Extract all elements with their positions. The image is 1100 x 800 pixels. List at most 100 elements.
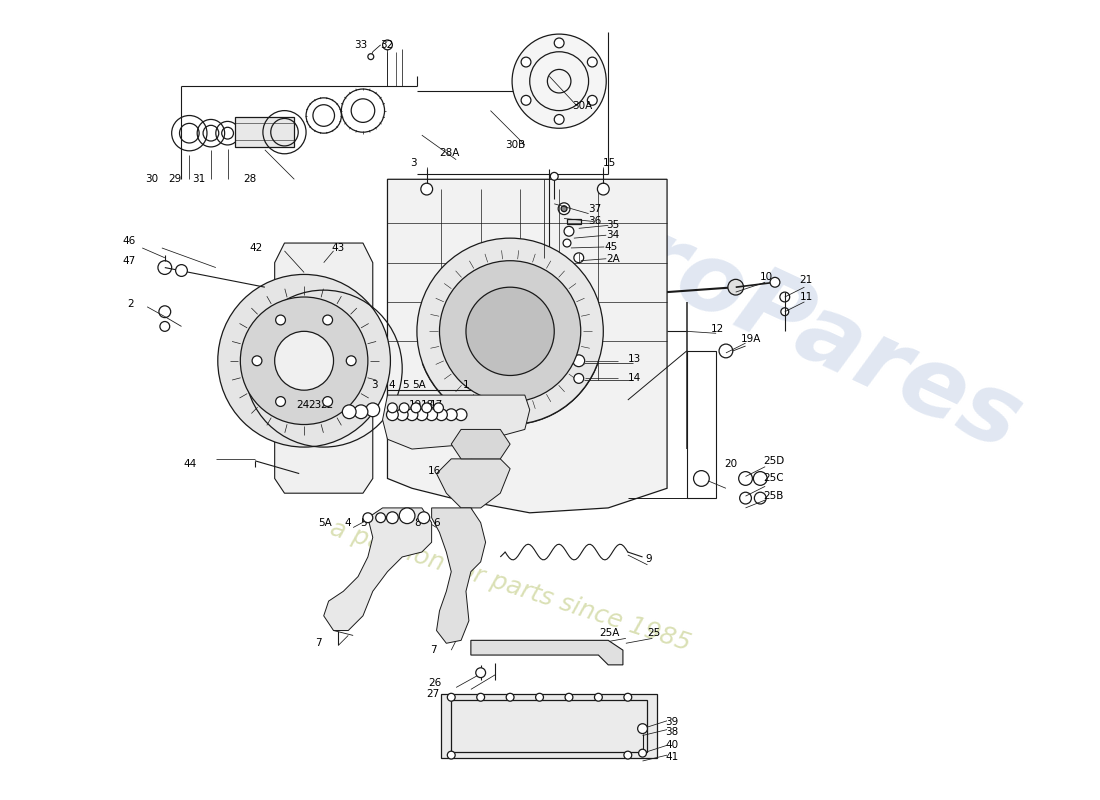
Text: 25: 25	[648, 629, 661, 638]
Circle shape	[421, 183, 432, 195]
Text: 29: 29	[168, 174, 182, 184]
Circle shape	[158, 261, 172, 274]
Text: 25C: 25C	[763, 474, 784, 483]
Circle shape	[565, 694, 573, 701]
Text: 25D: 25D	[763, 456, 784, 466]
Circle shape	[396, 409, 408, 421]
Circle shape	[322, 397, 332, 406]
Text: 31: 31	[192, 174, 206, 184]
Text: 11: 11	[800, 292, 813, 302]
Circle shape	[521, 57, 531, 67]
Circle shape	[728, 279, 744, 295]
Circle shape	[558, 203, 570, 214]
Circle shape	[160, 322, 169, 331]
Text: 17: 17	[430, 400, 443, 410]
Circle shape	[587, 57, 597, 67]
Text: 14: 14	[628, 374, 641, 383]
Circle shape	[366, 403, 379, 417]
Circle shape	[440, 261, 581, 402]
Text: 26: 26	[428, 678, 441, 687]
Circle shape	[426, 409, 438, 421]
Text: 9: 9	[646, 554, 652, 564]
Circle shape	[554, 114, 564, 124]
Circle shape	[158, 306, 170, 318]
Text: 6: 6	[433, 518, 440, 528]
Circle shape	[354, 405, 367, 418]
Text: 24: 24	[296, 400, 309, 410]
Polygon shape	[383, 395, 530, 449]
Circle shape	[376, 513, 385, 522]
Text: 5A: 5A	[318, 518, 331, 528]
Text: 12: 12	[712, 324, 725, 334]
Text: 5: 5	[361, 518, 367, 528]
Text: 27: 27	[426, 690, 440, 699]
Text: 5: 5	[403, 380, 409, 390]
Circle shape	[399, 403, 409, 413]
Text: 35: 35	[606, 220, 619, 230]
Text: 13: 13	[628, 354, 641, 364]
Text: 30A: 30A	[572, 101, 592, 110]
Text: 15: 15	[603, 158, 617, 168]
Circle shape	[417, 238, 603, 425]
Polygon shape	[323, 508, 431, 630]
Circle shape	[386, 512, 398, 524]
Circle shape	[386, 409, 398, 421]
Text: 28A: 28A	[440, 148, 460, 158]
Text: 7: 7	[430, 645, 437, 655]
Text: 45: 45	[604, 242, 617, 252]
Circle shape	[781, 308, 789, 316]
Circle shape	[387, 403, 397, 413]
Polygon shape	[451, 430, 510, 459]
Text: 4: 4	[388, 380, 395, 390]
Circle shape	[383, 40, 393, 50]
Circle shape	[739, 492, 751, 504]
Text: 30: 30	[145, 174, 158, 184]
Circle shape	[176, 265, 187, 276]
Circle shape	[754, 472, 767, 486]
Circle shape	[624, 751, 631, 759]
Circle shape	[574, 253, 584, 262]
Text: 42: 42	[250, 243, 263, 253]
Circle shape	[276, 315, 286, 325]
Text: 10: 10	[760, 272, 773, 282]
Text: 3: 3	[371, 380, 377, 390]
Text: 47: 47	[122, 256, 136, 266]
Circle shape	[455, 409, 466, 421]
Circle shape	[406, 409, 418, 421]
Circle shape	[476, 668, 485, 678]
Text: 25A: 25A	[600, 629, 620, 638]
Text: 43: 43	[331, 243, 344, 253]
Text: 30B: 30B	[505, 140, 526, 150]
Circle shape	[506, 694, 514, 701]
Text: a passion for parts since 1985: a passion for parts since 1985	[327, 517, 693, 656]
Circle shape	[550, 173, 558, 180]
Circle shape	[421, 403, 431, 413]
Text: 41: 41	[666, 752, 679, 762]
Text: 16: 16	[428, 466, 441, 476]
Text: 19A: 19A	[740, 334, 761, 344]
Text: 25B: 25B	[763, 491, 783, 501]
Polygon shape	[275, 243, 373, 493]
Circle shape	[433, 403, 443, 413]
Circle shape	[218, 274, 390, 447]
Circle shape	[399, 508, 415, 524]
Circle shape	[770, 278, 780, 287]
Circle shape	[694, 470, 710, 486]
Bar	[566, 218, 581, 225]
Circle shape	[275, 331, 333, 390]
Text: 18: 18	[420, 400, 433, 410]
Polygon shape	[471, 640, 623, 665]
Text: 39: 39	[666, 717, 679, 726]
Circle shape	[521, 95, 531, 106]
Circle shape	[755, 492, 766, 504]
Circle shape	[638, 724, 648, 734]
Text: 34: 34	[606, 230, 619, 240]
Circle shape	[276, 397, 286, 406]
Circle shape	[563, 239, 571, 247]
Text: 32: 32	[381, 40, 394, 50]
Circle shape	[448, 751, 455, 759]
Circle shape	[624, 694, 631, 701]
Circle shape	[587, 95, 597, 106]
Bar	[235, 118, 295, 147]
Circle shape	[448, 694, 455, 701]
